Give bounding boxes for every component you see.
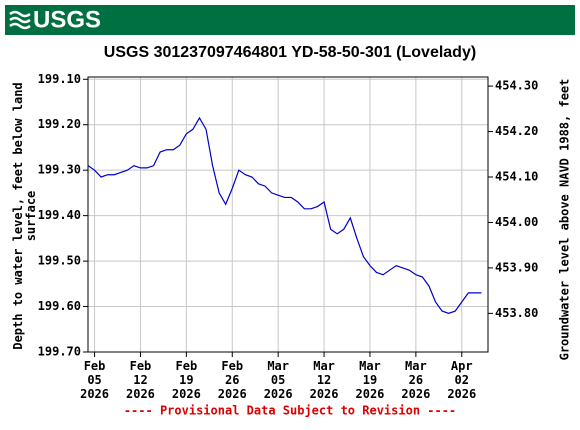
y-tick-label: 199.60 [38,299,81,313]
y2-tick-label: 454.20 [495,124,538,138]
x-tick-label: Feb 12 2026 [126,359,155,401]
logo: USGS [33,6,101,33]
y2-axis-label: Groundwater level above NAVD 1988, feet [557,78,572,361]
x-tick-label: Apr 02 2026 [447,359,477,401]
x-tick-label: Mar 05 2026 [263,359,293,401]
y-tick-label: 199.40 [38,208,81,222]
y2-tick-label: 454.10 [495,170,538,184]
footnote: ---- Provisional Data Subject to Revisio… [124,404,456,418]
x-tick-label: Feb 26 2026 [217,359,247,401]
y-tick-label: 199.20 [38,117,81,131]
logo-waves [9,10,31,30]
x-tick-label: Mar 19 2026 [355,359,385,401]
y-tick-label: 199.50 [38,254,81,268]
banner [5,5,575,35]
x-tick-label: Mar 26 2026 [401,359,431,401]
y2-tick-label: 453.80 [495,306,538,320]
x-tick-label: Feb 05 2026 [80,359,109,401]
data-line [87,116,482,314]
y-tick-label: 199.70 [38,345,81,359]
y-axis-label: Depth to water level, feet below land su… [11,82,38,350]
y2-tick-label: 454.30 [495,79,538,93]
y2-tick-label: 454.00 [495,215,538,229]
chart-title: USGS 301237097464801 YD-58-50-301 (Lovel… [104,44,476,61]
x-tick-label: Feb 19 2026 [171,359,201,401]
plot-frame [87,76,489,353]
y-tick-label: 199.30 [38,163,81,177]
x-tick-label: Mar 12 2026 [309,359,339,401]
y2-tick-label: 453.90 [495,260,538,274]
y-tick-label: 199.10 [38,72,81,86]
